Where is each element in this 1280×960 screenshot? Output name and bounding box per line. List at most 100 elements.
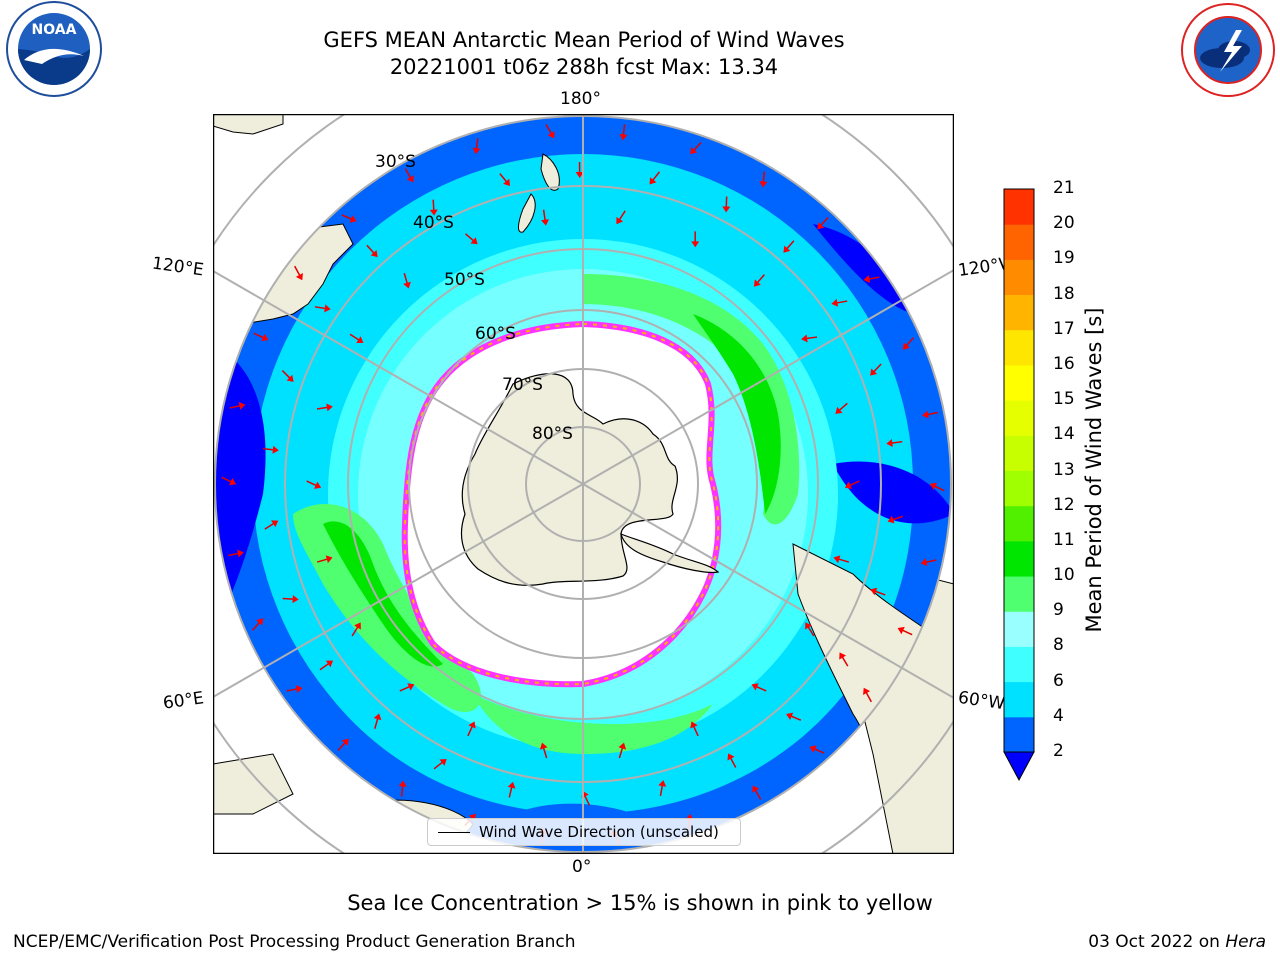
wave-direction-arrow: [649, 171, 661, 185]
green-band-south: [473, 694, 713, 754]
colorbar-segment: [1004, 505, 1034, 542]
colorbar-segment: [1004, 716, 1034, 753]
land-antarctica: [460, 373, 678, 586]
colorbar-tick-label: 21: [1053, 178, 1075, 198]
colorbar-tick-label: 9: [1053, 600, 1064, 621]
wave-direction-arrow: [922, 410, 939, 419]
colorbar-tick-label: 18: [1053, 283, 1075, 304]
colorbar-tick-label: 17: [1053, 318, 1075, 339]
lon-label-120e: 120°E: [150, 253, 205, 281]
wave-direction-arrow: [467, 721, 476, 737]
footer-org: NCEP/EMC/Verification Post Processing Pr…: [13, 932, 576, 952]
land-new-zealand: [518, 153, 560, 233]
wave-direction-arrow: [264, 520, 279, 530]
wave-direction-arrow: [690, 142, 702, 155]
colorbar-tick-label: 13: [1053, 459, 1075, 480]
wave-direction-arrow: [805, 622, 815, 637]
lon-label-60e: 60°E: [161, 688, 206, 714]
wave-direction-arrow: [499, 173, 511, 186]
wave-direction-arrow: [472, 138, 481, 155]
wave-direction-arrow: [433, 758, 447, 770]
wave-direction-arrow: [835, 402, 848, 414]
wave-direction-arrow: [801, 334, 818, 343]
wave-direction-arrow: [902, 337, 915, 350]
wave-direction-arrow: [839, 652, 849, 667]
wave-direction-arrow: [545, 124, 555, 139]
wave-direction-arrow: [341, 214, 357, 223]
colorbar-tick-label: 2: [1053, 741, 1064, 761]
colorbar-segment: [1004, 400, 1034, 436]
wave-direction-arrow: [575, 161, 584, 178]
wave-direction-arrow: [870, 363, 882, 376]
wave-direction-arrow: [429, 199, 438, 216]
footer-host: Hera: [1225, 932, 1266, 952]
wave-direction-arrow: [786, 712, 802, 721]
wave-direction-arrow: [253, 332, 269, 342]
colorbar-tick-label: 11: [1053, 529, 1075, 550]
map-legend: Wind Wave Direction (unscaled): [427, 818, 741, 846]
wave-direction-arrow: [722, 196, 731, 213]
lat-label-70s: 70°S: [502, 375, 543, 395]
wave-direction-arrow: [541, 209, 549, 226]
footer-date-text: 03 Oct 2022 on: [1088, 932, 1220, 952]
wave-direction-arrow: [817, 217, 829, 230]
svg-text:NOAA: NOAA: [32, 22, 77, 38]
wave-direction-arrow: [887, 515, 903, 524]
wave-direction-arrow: [316, 403, 333, 412]
colorbar-tick-label: 14: [1053, 424, 1075, 445]
lon-label-180: 180°: [560, 89, 601, 109]
colorbar-segment: [1004, 189, 1034, 225]
lon-label-0: 0°: [572, 857, 592, 877]
wave-direction-arrow: [753, 274, 765, 287]
colorbar-segment: [1004, 611, 1034, 647]
colorbar-segment: [1004, 470, 1034, 507]
colorbar-segment: [1004, 224, 1034, 260]
wave-direction-arrow: [286, 685, 303, 693]
wave-direction-arrow: [227, 549, 244, 558]
colorbar-tick-label: 10: [1053, 565, 1075, 586]
lat-label-40s: 40°S: [413, 213, 454, 233]
wave-direction-arrow: [539, 742, 548, 759]
wave-direction-arrow: [863, 687, 872, 703]
wave-direction-arrow: [399, 683, 415, 692]
wave-direction-arrow: [251, 618, 264, 631]
lat-label-60s: 60°S: [475, 324, 516, 344]
wave-direction-arrow: [616, 210, 626, 225]
wave-direction-arrow: [464, 233, 478, 245]
wave-direction-arrow: [366, 244, 378, 258]
land-africa-outside: [213, 753, 294, 815]
wave-direction-arrow: [727, 753, 737, 768]
wave-direction-arrow: [403, 272, 411, 289]
wave-direction-arrow: [759, 171, 768, 188]
colorbar-tick-label: 4: [1053, 705, 1064, 726]
colorbar-tick-label: 6: [1053, 670, 1064, 691]
wave-direction-arrow: [863, 275, 880, 283]
green-band-east: [583, 274, 800, 525]
legend-label: Wind Wave Direction (unscaled): [479, 823, 719, 841]
wave-direction-arrow: [373, 713, 382, 729]
colorbar-tick-label: 15: [1053, 389, 1075, 410]
nws-logo: [1176, 0, 1280, 104]
colorbar-segment: [1004, 329, 1034, 366]
colorbar-segment: [1004, 259, 1034, 296]
wave-direction-arrow: [831, 298, 848, 307]
noaa-logo: NOAA: [2, 0, 106, 104]
wave-direction-arrow: [920, 558, 937, 567]
colorbar-segment: [1004, 576, 1034, 612]
wave-direction-arrow: [929, 482, 945, 492]
lon-label-60w: 60°W: [956, 687, 1007, 715]
wave-direction-arrow: [221, 476, 237, 486]
wave-direction-arrow: [833, 555, 850, 564]
colorbar-tick-label: 12: [1053, 494, 1075, 515]
wave-direction-arrow: [349, 333, 364, 343]
wave-direction-arrow: [398, 780, 407, 797]
colorbar-label: Mean Period of Wind Waves [s]: [1082, 307, 1106, 633]
wave-direction-arrow: [306, 480, 322, 489]
colorbar-segment: [1004, 681, 1034, 718]
wave-direction-arrow: [404, 168, 414, 183]
wave-direction-arrow: [886, 439, 903, 447]
wave-direction-arrow: [229, 401, 246, 410]
colorbar-segment: [1004, 540, 1034, 577]
map-title-line1: GEFS MEAN Antarctic Mean Period of Wind …: [323, 28, 845, 52]
lat-label-30s: 30°S: [375, 152, 416, 172]
